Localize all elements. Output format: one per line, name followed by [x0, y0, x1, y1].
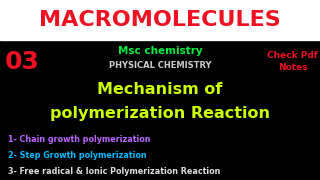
Text: Check Pdf
Notes: Check Pdf Notes	[268, 51, 318, 72]
Text: 2- Step Growth polymerization: 2- Step Growth polymerization	[8, 151, 147, 160]
Text: MACROMOLECULES: MACROMOLECULES	[39, 10, 281, 30]
Text: 1- Chain growth polymerization: 1- Chain growth polymerization	[8, 135, 150, 144]
Text: PHYSICAL CHEMISTRY: PHYSICAL CHEMISTRY	[109, 61, 211, 70]
Bar	[0, 0, 320, 40]
Text: Mechanism of: Mechanism of	[97, 82, 223, 98]
Text: 03: 03	[5, 50, 40, 74]
Text: Msc chemistry: Msc chemistry	[118, 46, 202, 56]
Text: 3- Free radical & Ionic Polymerization Reaction: 3- Free radical & Ionic Polymerization R…	[8, 167, 220, 176]
Text: polymerization Reaction: polymerization Reaction	[50, 106, 270, 121]
